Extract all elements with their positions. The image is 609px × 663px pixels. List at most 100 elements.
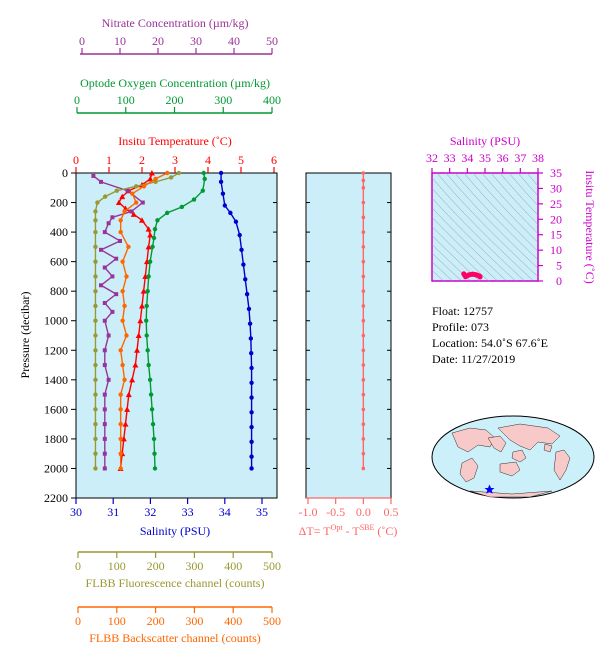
fluorescence-point <box>93 318 98 323</box>
fluorescence-point <box>95 200 100 205</box>
salinity-point <box>228 210 233 216</box>
salinity-point <box>249 365 254 371</box>
nitrate-point <box>140 200 145 205</box>
temperature-point <box>115 199 122 206</box>
temperature-point <box>148 170 155 176</box>
temperature-point <box>140 288 147 294</box>
fluorescence-point <box>114 188 120 193</box>
ts-temperature-axis-label: Insitu Temperature (˚C) <box>583 170 597 284</box>
backscatter-tick-label: 100 <box>108 614 126 628</box>
oxygen-point <box>144 318 149 323</box>
ts-temperature-tick-label: 25 <box>550 197 562 211</box>
fluorescence-tick-label: 0 <box>75 559 81 573</box>
delta-temperature-point <box>361 437 366 441</box>
fluorescence-tick-label: 300 <box>185 559 203 573</box>
fluorescence-point <box>93 218 98 223</box>
fluorescence-point <box>93 274 98 279</box>
profile-plot-area <box>75 172 278 499</box>
nitrate-point <box>102 436 107 441</box>
salinity-axis-label: Salinity (PSU) <box>140 524 210 538</box>
backscatter-point <box>120 259 125 264</box>
pressure-tick-label: 1400 <box>44 373 68 387</box>
backscatter-tick-label: 0 <box>75 614 81 628</box>
backscatter-tick-label: 400 <box>224 614 242 628</box>
delta-temperature-point <box>361 304 366 308</box>
oxygen-point <box>146 274 151 279</box>
pressure-axis-label: Pressure (decibar) <box>18 292 32 379</box>
oxygen-point <box>164 210 170 216</box>
profile-number: Profile: 073 <box>432 320 489 334</box>
salinity-point <box>249 380 254 385</box>
fluorescence-axis: 0 100 200 300 400 500 FLBB Fluorescence chann… <box>75 551 281 590</box>
salinity-point <box>247 321 253 326</box>
temperature-tick-label: 0 <box>73 153 79 167</box>
salinity-point <box>239 247 244 253</box>
temperature-point <box>145 226 152 232</box>
ts-temperature-tick-label: 0 <box>556 274 562 288</box>
delta-temperature-point <box>361 333 366 338</box>
ts-temperature-tick-label: 15 <box>550 228 562 242</box>
temperature-point <box>132 362 139 368</box>
oxygen-point <box>145 288 150 294</box>
fluorescence-point <box>93 407 98 412</box>
temperature-point <box>147 175 154 182</box>
temperature-axis-label: Insitu Temperature (˚C) <box>118 134 232 148</box>
temperature-tick-label: 1 <box>106 153 112 167</box>
nitrate-point <box>129 209 134 214</box>
backscatter-tick-label: 300 <box>185 614 203 628</box>
ts-salinity-tick-label: 32 <box>426 151 438 165</box>
nitrate-axis-label: Nitrate Concentration (µm/kg) <box>102 16 249 30</box>
delta-temperature-tick-label: -1.0 <box>299 505 318 519</box>
nitrate-point <box>114 292 119 297</box>
fluorescence-tick-label: 100 <box>108 559 126 573</box>
backscatter-point <box>122 209 127 214</box>
backscatter-point <box>165 170 170 176</box>
nitrate-tick-label: 50 <box>266 34 278 48</box>
backscatter-point <box>118 436 123 442</box>
temperature-point <box>125 391 132 398</box>
ts-temperature-tick-label: 30 <box>550 181 562 195</box>
ts-temperature-tick-label: 20 <box>550 212 562 226</box>
pressure-tick-label: 1600 <box>44 402 68 416</box>
ts-salinity-tick-label: 38 <box>532 151 544 165</box>
nitrate-tick-label: 40 <box>228 34 240 48</box>
nitrate-point <box>102 422 107 427</box>
oxygen-point <box>179 204 185 210</box>
oxygen-point <box>150 244 155 250</box>
fluorescence-tick-label: 200 <box>147 559 165 573</box>
ts-temperature-tick-label: 35 <box>550 166 562 180</box>
backscatter-point <box>120 288 125 294</box>
backscatter-point <box>118 218 123 223</box>
pressure-tick-label: 600 <box>50 255 68 269</box>
temperature-point <box>129 376 136 383</box>
nitrate-axis: Nitrate Concentration (µm/kg) 0 10 20 30 40 5… <box>79 16 278 55</box>
fluorescence-point <box>134 184 139 189</box>
delta-temperature-point <box>361 422 366 426</box>
nitrate-point <box>102 392 107 397</box>
ts-salinity-axis-label: Salinity (PSU) <box>450 134 520 148</box>
delta-temperature-point <box>361 200 366 205</box>
salinity-point <box>249 466 254 471</box>
oxygen-point <box>149 407 155 412</box>
fluorescence-point <box>176 170 182 176</box>
salinity-point <box>218 170 224 176</box>
oxygen-point <box>200 188 205 193</box>
pressure-tick-label: 2000 <box>44 461 68 475</box>
backscatter-point <box>118 466 123 471</box>
temperature-point <box>122 421 129 427</box>
salinity-point <box>237 232 242 238</box>
salinity-tick-label: 33 <box>182 505 194 519</box>
salinity-point <box>249 454 254 459</box>
float-id: Float: 12757 <box>432 304 493 318</box>
pressure-tick-label: 800 <box>50 284 68 298</box>
ts-plot-area <box>431 172 539 282</box>
oxygen-tick-label: 100 <box>117 93 135 107</box>
oxygen-point <box>151 436 157 442</box>
nitrate-tick-label: 30 <box>190 34 202 48</box>
temperature-tick-label: 4 <box>205 153 211 167</box>
delta-temperature-point <box>361 215 366 220</box>
ts-temperature-tick-label: 5 <box>556 259 562 273</box>
fluorescence-point <box>93 288 98 294</box>
